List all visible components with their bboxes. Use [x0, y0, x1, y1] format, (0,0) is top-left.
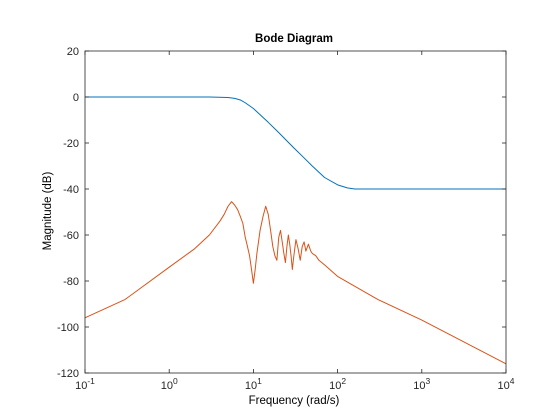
y-tick-label: -60	[63, 230, 79, 242]
x-tick-label: 103	[413, 376, 430, 392]
x-axis-label: Frequency (rad/s)	[249, 395, 340, 407]
y-tick-label: 0	[73, 92, 79, 104]
series-line-1	[85, 96, 506, 190]
y-tick-label: -20	[63, 138, 79, 150]
x-tick-label: 100	[161, 376, 178, 392]
y-tick-label: -100	[57, 322, 79, 334]
y-tick-label: -120	[57, 368, 79, 380]
axes-box	[84, 50, 507, 374]
chart-title: Bode Diagram	[255, 33, 333, 45]
x-tick-label: 101	[245, 376, 262, 392]
x-tick-label: 102	[329, 376, 346, 392]
y-axis-label: Magnitude (dB)	[42, 172, 54, 251]
y-tick-label: -80	[63, 276, 79, 288]
y-tick-label: 20	[67, 46, 79, 58]
x-tick-label: 10-1	[75, 376, 95, 392]
series-line-2	[84, 201, 507, 365]
y-tick-label: -40	[63, 184, 79, 196]
x-tick-label: 104	[498, 376, 515, 392]
plot-area	[85, 51, 506, 373]
